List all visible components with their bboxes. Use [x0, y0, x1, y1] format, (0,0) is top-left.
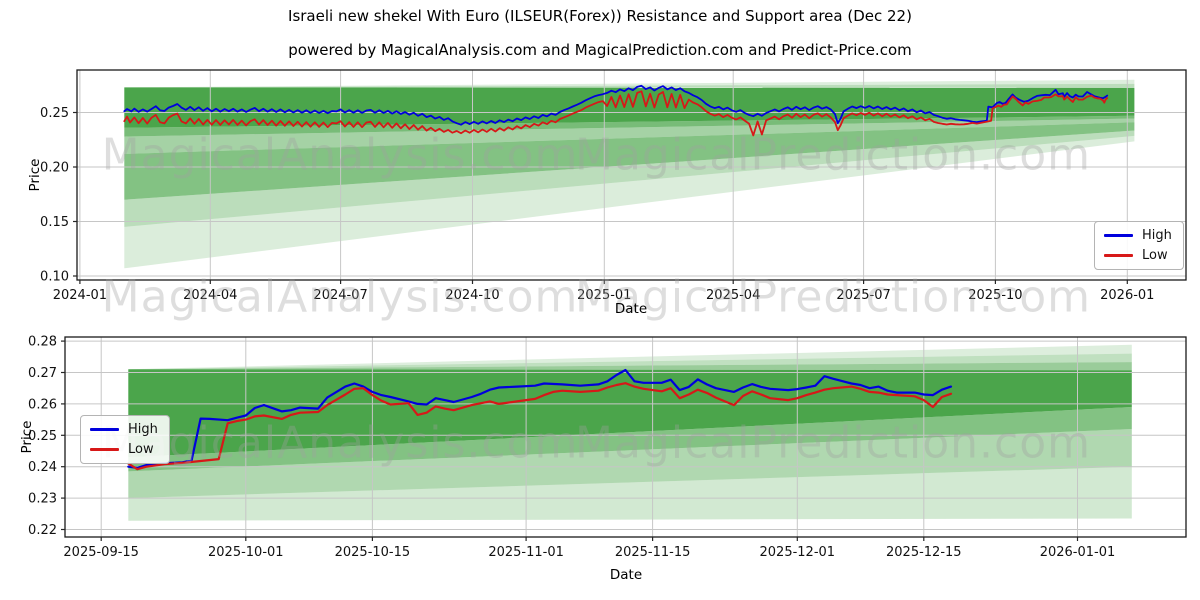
top-x-axis-label: Date: [615, 301, 647, 317]
legend-entry-low: Low: [90, 443, 158, 456]
bottom-x-axis-label: Date: [610, 567, 642, 583]
y-tick-label: 0.15: [40, 215, 69, 230]
legend-label-high: High: [128, 423, 158, 436]
legend-entry-high: High: [90, 423, 158, 436]
y-tick-label: 0.27: [28, 366, 57, 381]
y-tick-label: 0.10: [40, 270, 69, 285]
x-tick-label: 2025-10-01: [208, 545, 284, 560]
watermark-prediction: MagicalPrediction.com: [575, 418, 1091, 469]
x-tick-label: 2025-11-01: [488, 545, 564, 560]
watermark-analysis: MagicalAnalysis.com: [102, 272, 579, 323]
top-y-axis-label: Price: [27, 159, 43, 192]
y-tick-label: 0.26: [28, 397, 57, 412]
top-chart-legend: High Low: [1094, 221, 1184, 270]
figure-subtitle: powered by MagicalAnalysis.com and Magic…: [0, 41, 1200, 59]
y-tick-label: 0.28: [28, 335, 57, 350]
y-tick-label: 0.20: [40, 161, 69, 176]
x-tick-label: 2025-09-15: [63, 545, 139, 560]
bottom-y-axis-label: Price: [19, 421, 35, 454]
x-tick-label: 2025-12-01: [760, 545, 836, 560]
y-tick-label: 0.23: [28, 492, 57, 507]
figure-title: Israeli new shekel With Euro (ILSEUR(For…: [0, 7, 1200, 25]
top-chart: 2024-012024-042024-072024-102025-012025-…: [40, 70, 1186, 303]
y-tick-label: 0.25: [40, 106, 69, 121]
x-tick-label: 2025-10-15: [335, 545, 411, 560]
y-tick-label: 0.22: [28, 523, 57, 538]
legend-entry-high: High: [1104, 229, 1172, 242]
legend-label-low: Low: [128, 443, 154, 456]
x-tick-label: 2024-01: [53, 288, 107, 303]
bottom-chart-legend: High Low: [80, 415, 170, 464]
watermark-prediction: MagicalPrediction.com: [575, 272, 1091, 323]
x-tick-label: 2025-11-15: [615, 545, 691, 560]
watermark-analysis: MagicalAnalysis.com: [102, 418, 579, 469]
low-line-swatch: [90, 448, 119, 451]
x-tick-label: 2025-12-15: [886, 545, 962, 560]
x-tick-label: 2026-01-01: [1040, 545, 1116, 560]
legend-entry-low: Low: [1104, 249, 1172, 262]
figure-canvas: Israeli new shekel With Euro (ILSEUR(For…: [0, 0, 1200, 600]
legend-label-low: Low: [1142, 249, 1168, 262]
x-tick-label: 2026-01: [1100, 288, 1154, 303]
watermark-analysis: MagicalAnalysis.com: [102, 130, 579, 181]
y-tick-label: 0.24: [28, 460, 57, 475]
high-line-swatch: [1104, 234, 1133, 237]
legend-label-high: High: [1142, 229, 1172, 242]
watermark-prediction: MagicalPrediction.com: [575, 130, 1091, 181]
high-line-swatch: [90, 428, 119, 431]
low-line-swatch: [1104, 254, 1133, 257]
